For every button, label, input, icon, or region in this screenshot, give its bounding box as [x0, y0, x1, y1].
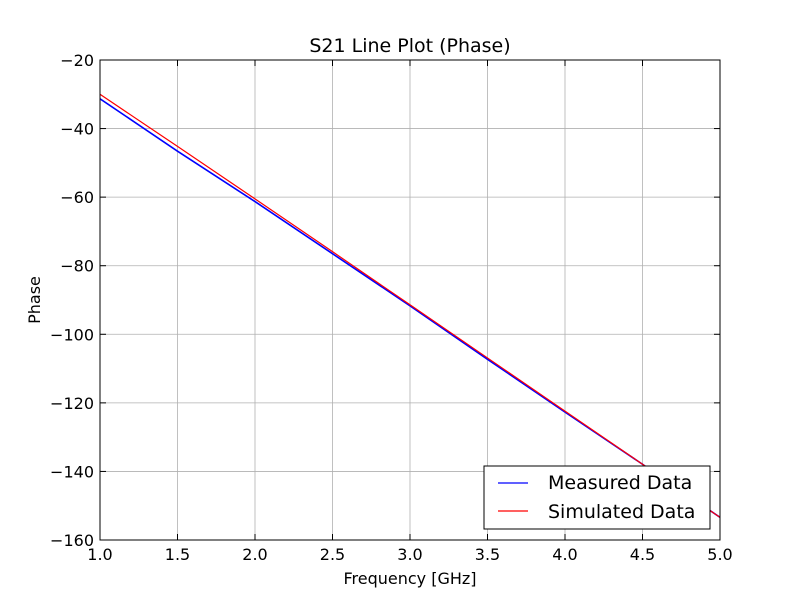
- x-axis-label: Frequency [GHz]: [343, 569, 476, 588]
- y-tick-label: −100: [50, 325, 94, 344]
- x-tick-label: 2.5: [320, 545, 345, 564]
- y-tick-label: −80: [60, 257, 94, 276]
- x-tick-label: 4.0: [552, 545, 577, 564]
- y-tick-label: −60: [60, 188, 94, 207]
- x-tick-label: 1.0: [87, 545, 112, 564]
- y-tick-label: −160: [50, 531, 94, 550]
- x-tick-label: 3.5: [475, 545, 500, 564]
- x-tick-label: 4.5: [630, 545, 655, 564]
- y-axis-label: Phase: [25, 276, 44, 324]
- x-tick-label: 1.5: [165, 545, 190, 564]
- legend-label-simulated: Simulated Data: [548, 501, 695, 523]
- y-tick-label: −20: [60, 51, 94, 70]
- x-tick-label: 5.0: [707, 545, 732, 564]
- series-lines: [100, 93, 720, 519]
- legend-label-measured: Measured Data: [548, 472, 692, 494]
- series-line-simulated: [100, 93, 720, 518]
- y-tick-label: −120: [50, 394, 94, 413]
- axis-ticks: 1.0 1.5 2.0 2.5 3.0 3.5 4.0 4.5 5.0 −20 −40 −60 −80 −…: [50, 51, 733, 564]
- y-tick-label: −140: [50, 462, 94, 481]
- legend-box: [483, 465, 711, 530]
- x-tick-label: 2.0: [242, 545, 267, 564]
- legend: Measured Data Simulated Data: [483, 465, 711, 530]
- y-tick-label: −40: [60, 120, 94, 139]
- x-tick-label: 3.0: [397, 545, 422, 564]
- chart-title: S21 Line Plot (Phase): [309, 35, 510, 57]
